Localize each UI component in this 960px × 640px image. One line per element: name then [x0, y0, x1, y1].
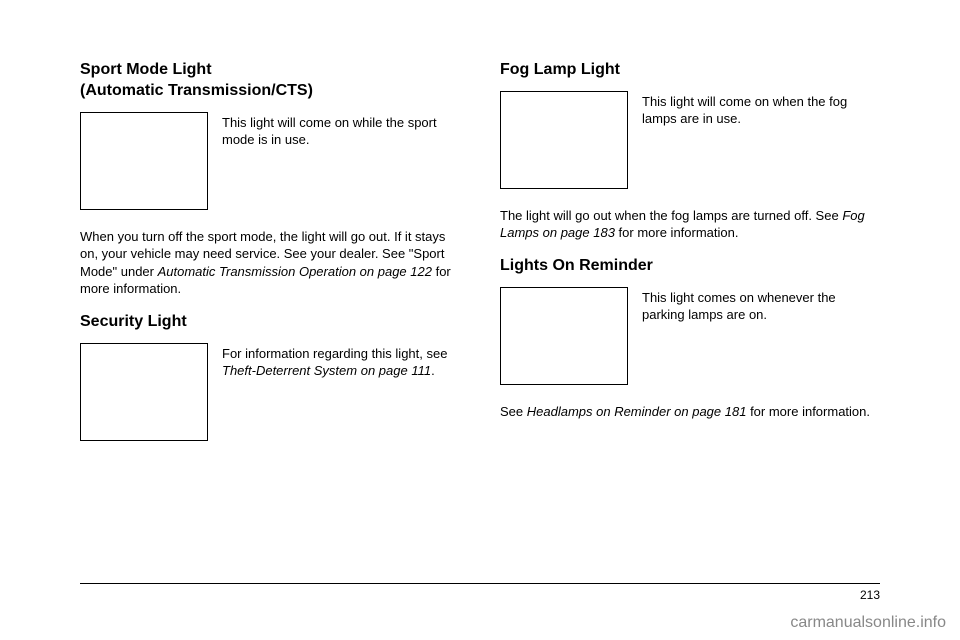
body-pre: See [500, 404, 527, 419]
sport-mode-icon [80, 112, 208, 210]
security-heading: Security Light [80, 312, 460, 333]
fog-lamp-body: The light will go out when the fog lamps… [500, 207, 880, 242]
watermark-text: carmanualsonline.info [790, 614, 946, 632]
security-icon [80, 343, 208, 441]
left-column: Sport Mode Light (Automatic Transmission… [80, 60, 460, 459]
right-column: Fog Lamp Light This light will come on w… [500, 60, 880, 459]
lights-on-row: This light comes on whenever the parking… [500, 287, 880, 385]
fog-lamp-row: This light will come on when the fog lam… [500, 91, 880, 189]
heading-text: Sport Mode Light [80, 61, 212, 78]
lights-on-heading: Lights On Reminder [500, 256, 880, 277]
body-post: for more information. [615, 225, 739, 240]
fog-lamp-heading: Fog Lamp Light [500, 60, 880, 81]
fog-lamp-caption: This light will come on when the fog lam… [642, 91, 880, 128]
manual-page: Sport Mode Light (Automatic Transmission… [0, 0, 960, 489]
caption-italic: Theft-Deterrent System on page 111 [222, 363, 431, 378]
body-italic: Automatic Transmission Operation on page… [158, 264, 432, 279]
sport-mode-heading: Sport Mode Light (Automatic Transmission… [80, 60, 460, 102]
lights-on-body: See Headlamps on Reminder on page 181 fo… [500, 403, 880, 421]
security-caption: For information regarding this light, se… [222, 343, 460, 380]
lights-on-caption: This light comes on whenever the parking… [642, 287, 880, 324]
sport-mode-body: When you turn off the sport mode, the li… [80, 228, 460, 298]
page-number: 213 [860, 588, 880, 602]
sport-mode-row: This light will come on while the sport … [80, 112, 460, 210]
security-row: For information regarding this light, se… [80, 343, 460, 441]
body-post: for more information. [746, 404, 870, 419]
caption-post: . [431, 363, 435, 378]
body-pre: The light will go out when the fog lamps… [500, 208, 842, 223]
fog-lamp-icon [500, 91, 628, 189]
caption-pre: For information regarding this light, se… [222, 346, 447, 361]
sport-mode-caption: This light will come on while the sport … [222, 112, 460, 149]
lights-on-icon [500, 287, 628, 385]
body-italic: Headlamps on Reminder on page 181 [527, 404, 747, 419]
footer-divider [80, 583, 880, 584]
heading-sub: (Automatic Transmission/CTS) [80, 82, 313, 99]
